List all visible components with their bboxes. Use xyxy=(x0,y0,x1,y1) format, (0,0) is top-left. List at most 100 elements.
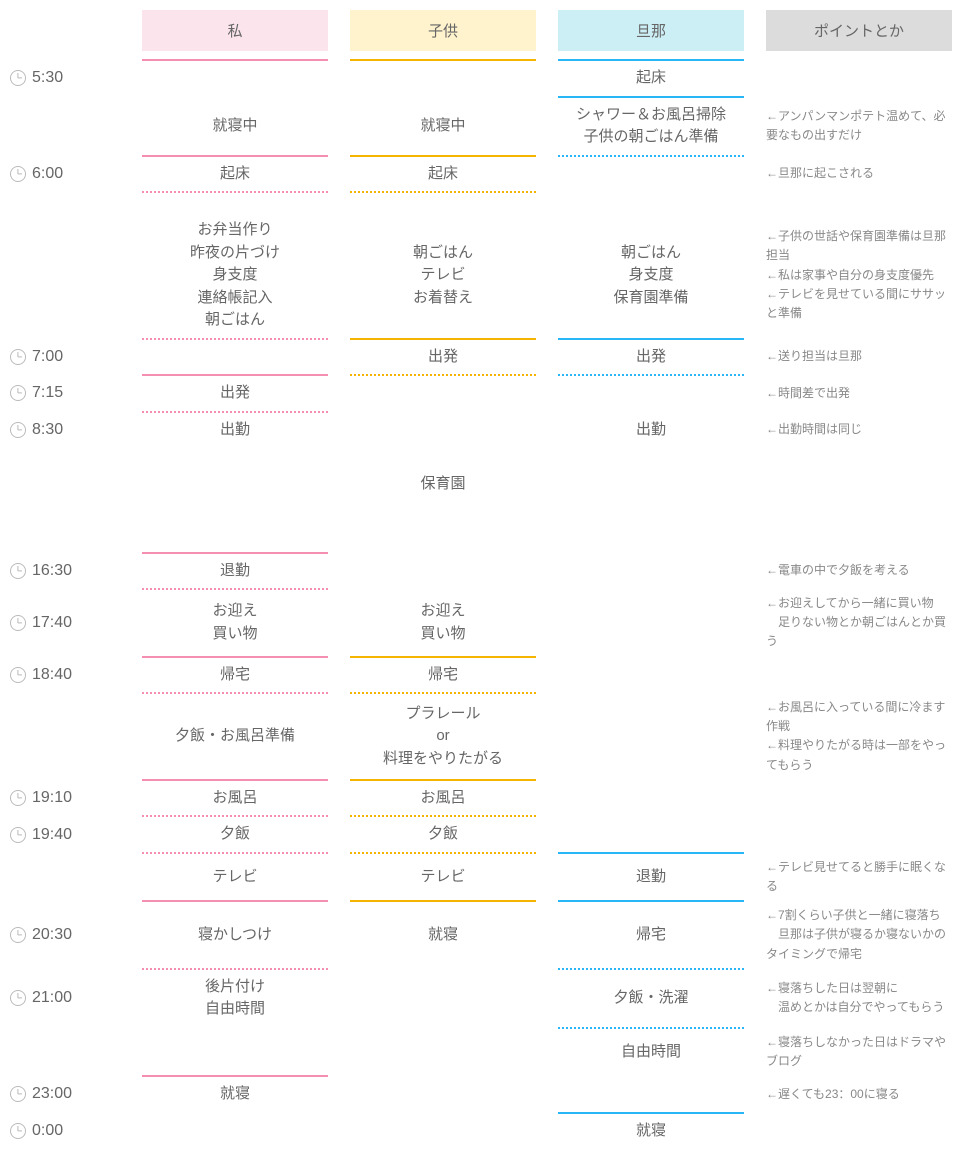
cell-husband: 退勤 xyxy=(558,854,744,900)
cell-notes xyxy=(766,817,952,852)
time-label: 5:30 xyxy=(32,69,63,87)
schedule-table: 私子供旦那ポイントとか5:30起床就寝中就寝中シャワー＆お風呂掃除子供の朝ごはん… xyxy=(10,10,952,1148)
clock-icon xyxy=(10,563,26,579)
clock-icon xyxy=(10,1086,26,1102)
cell-husband xyxy=(558,694,744,779)
cell-me: 起床 xyxy=(142,157,328,192)
cell-child xyxy=(350,1077,536,1112)
cell-me: お弁当作り昨夜の片づけ身支度連絡帳記入朝ごはん xyxy=(142,213,328,338)
time-label: 19:40 xyxy=(32,826,72,844)
clock-icon xyxy=(10,990,26,1006)
clock-icon xyxy=(10,790,26,806)
cell-husband: 出発 xyxy=(558,340,744,375)
cell-child: 就寝 xyxy=(350,902,536,968)
cell-me: 就寝中 xyxy=(142,98,328,155)
time-cell: 19:40 xyxy=(10,817,120,852)
cell-me: 出発 xyxy=(142,376,328,411)
cell-me: 帰宅 xyxy=(142,658,328,693)
cell-child: 帰宅 xyxy=(350,658,536,693)
time-label: 6:00 xyxy=(32,165,63,183)
divider xyxy=(142,51,328,61)
clock-icon xyxy=(10,349,26,365)
divider xyxy=(350,51,536,61)
header-notes: ポイントとか xyxy=(766,10,952,51)
cell-husband xyxy=(558,157,744,192)
cell-husband xyxy=(558,467,744,502)
clock-icon xyxy=(10,422,26,438)
cell-notes xyxy=(766,61,952,96)
cell-me: お風呂 xyxy=(142,781,328,816)
cell-husband: 夕飯・洗濯 xyxy=(558,970,744,1027)
time-cell: 5:30 xyxy=(10,61,120,96)
cell-husband: 起床 xyxy=(558,61,744,96)
cell-child xyxy=(350,970,536,1027)
time-label: 20:30 xyxy=(32,926,72,944)
cell-husband: 帰宅 xyxy=(558,902,744,968)
time-cell: 18:40 xyxy=(10,658,120,693)
cell-husband xyxy=(558,817,744,852)
cell-child xyxy=(350,1114,536,1149)
cell-child: 就寝中 xyxy=(350,98,536,155)
cell-me: お迎え買い物 xyxy=(142,590,328,656)
time-cell: 17:40 xyxy=(10,590,120,656)
clock-icon xyxy=(10,827,26,843)
cell-husband: 朝ごはん身支度保育園準備 xyxy=(558,213,744,338)
time-label: 19:10 xyxy=(32,789,72,807)
clock-icon xyxy=(10,70,26,86)
divider xyxy=(558,51,744,61)
cell-child: お迎え買い物 xyxy=(350,590,536,656)
time-label: 8:30 xyxy=(32,421,63,439)
cell-me: 出勤 xyxy=(142,413,328,448)
time-cell: 6:00 xyxy=(10,157,120,192)
cell-child: 夕飯 xyxy=(350,817,536,852)
header-me: 私 xyxy=(142,10,328,51)
cell-notes: ←お風呂に入っている間に冷ます作戦←料理やりたがる時は一部をやってもらう xyxy=(766,694,952,779)
cell-child xyxy=(350,413,536,448)
time-cell: 7:15 xyxy=(10,376,120,411)
cell-notes: ←電車の中で夕飯を考える xyxy=(766,554,952,589)
clock-icon xyxy=(10,667,26,683)
cell-child xyxy=(350,376,536,411)
time-cell: 19:10 xyxy=(10,781,120,816)
cell-me xyxy=(142,340,328,375)
cell-child xyxy=(350,61,536,96)
cell-me: 後片付け自由時間 xyxy=(142,970,328,1027)
cell-notes: ←7割くらい子供と一緒に寝落ち 旦那は子供が寝るか寝ないかのタイミングで帰宅 xyxy=(766,902,952,968)
cell-child: 朝ごはんテレビお着替え xyxy=(350,213,536,338)
time-cell: 16:30 xyxy=(10,554,120,589)
cell-husband: 自由時間 xyxy=(558,1029,744,1075)
cell-notes: ←時間差で出発 xyxy=(766,376,952,411)
cell-notes xyxy=(766,467,952,502)
cell-notes: ←送り担当は旦那 xyxy=(766,340,952,375)
cell-me xyxy=(142,1114,328,1149)
cell-notes: ←遅くても23：00に寝る xyxy=(766,1077,952,1112)
cell-husband xyxy=(558,658,744,693)
cell-notes: ←寝落ちした日は翌朝に 温めとかは自分でやってもらう xyxy=(766,970,952,1027)
time-label: 17:40 xyxy=(32,614,72,632)
cell-notes: ←寝落ちしなかった日はドラマやブログ xyxy=(766,1029,952,1075)
time-cell: 0:00 xyxy=(10,1114,120,1149)
cell-notes: ←旦那に起こされる xyxy=(766,157,952,192)
cell-husband xyxy=(558,554,744,589)
header-husband: 旦那 xyxy=(558,10,744,51)
header-pad xyxy=(10,10,120,50)
cell-child: お風呂 xyxy=(350,781,536,816)
cell-child: 保育園 xyxy=(350,467,536,502)
cell-me: 退勤 xyxy=(142,554,328,589)
time-cell: 21:00 xyxy=(10,970,120,1027)
cell-husband: シャワー＆お風呂掃除子供の朝ごはん準備 xyxy=(558,98,744,155)
cell-notes: ←アンパンマンポテト温めて、必要なもの出すだけ xyxy=(766,98,952,155)
cell-notes xyxy=(766,658,952,693)
time-label: 18:40 xyxy=(32,666,72,684)
cell-notes xyxy=(766,781,952,816)
clock-icon xyxy=(10,166,26,182)
cell-child xyxy=(350,554,536,589)
cell-child xyxy=(350,1029,536,1075)
time-cell: 20:30 xyxy=(10,902,120,968)
cell-child: プラレールor料理をやりたがる xyxy=(350,694,536,779)
cell-me xyxy=(142,1029,328,1075)
cell-me xyxy=(142,467,328,502)
cell-notes xyxy=(766,1114,952,1149)
time-label: 7:15 xyxy=(32,384,63,402)
clock-icon xyxy=(10,927,26,943)
